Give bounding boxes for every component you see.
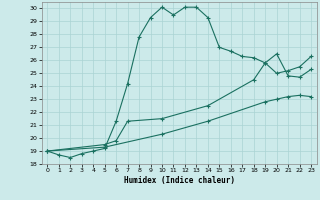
X-axis label: Humidex (Indice chaleur): Humidex (Indice chaleur) <box>124 176 235 185</box>
